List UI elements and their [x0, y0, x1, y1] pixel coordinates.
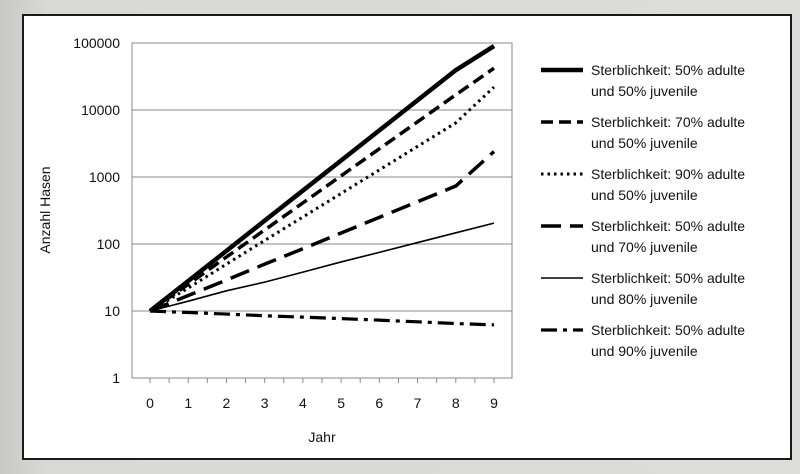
legend-label-4-line2: und 70% juvenile: [591, 239, 698, 255]
x-tick-label: 0: [146, 395, 154, 411]
y-tick-label: 10000: [81, 102, 120, 118]
x-tick-label: 8: [452, 395, 460, 411]
legend-label-1-line2: und 50% juvenile: [591, 83, 698, 99]
legend-label-5-line1: Sterblichkeit: 50% adulte: [591, 270, 745, 286]
y-tick-label: 10: [104, 303, 120, 319]
legend-label-3-line1: Sterblichkeit: 90% adulte: [591, 166, 745, 182]
y-tick-label: 1: [112, 370, 120, 386]
x-axis-title: Jahr: [308, 429, 336, 445]
x-tick-label: 2: [223, 395, 231, 411]
legend-label-4-line1: Sterblichkeit: 50% adulte: [591, 218, 745, 234]
x-tick-label: 3: [261, 395, 269, 411]
legend-label-5-line2: und 80% juvenile: [591, 291, 698, 307]
legend-label-2-line2: und 50% juvenile: [591, 135, 698, 151]
x-tick-label: 9: [490, 395, 498, 411]
series-line-2: [148, 66, 495, 313]
legend-label-6-line2: und 90% juvenile: [591, 343, 698, 359]
legend-label-2-line1: Sterblichkeit: 70% adulte: [591, 114, 745, 130]
chart-frame: [22, 14, 792, 460]
series-line-6: [149, 309, 495, 327]
legend-label-6-line1: Sterblichkeit: 50% adulte: [591, 322, 745, 338]
y-tick-label: 100000: [73, 35, 120, 51]
x-tick-label: 5: [337, 395, 345, 411]
y-axis-title: Anzahl Hasen: [37, 166, 53, 253]
legend-label-3-line2: und 50% juvenile: [591, 187, 698, 203]
x-tick-label: 1: [184, 395, 192, 411]
y-tick-label: 1000: [89, 169, 120, 185]
series-line-3: [149, 85, 496, 313]
series-line-5: [149, 222, 495, 312]
plot-area: [131, 42, 513, 379]
x-tick-label: 6: [375, 395, 383, 411]
series-line-1: [148, 44, 496, 313]
x-tick-label: 4: [299, 395, 307, 411]
series-line-4: [149, 150, 496, 313]
x-tick-label: 7: [414, 395, 422, 411]
y-tick-label: 100: [97, 236, 121, 252]
legend-label-1-line1: Sterblichkeit: 50% adulte: [591, 62, 745, 78]
